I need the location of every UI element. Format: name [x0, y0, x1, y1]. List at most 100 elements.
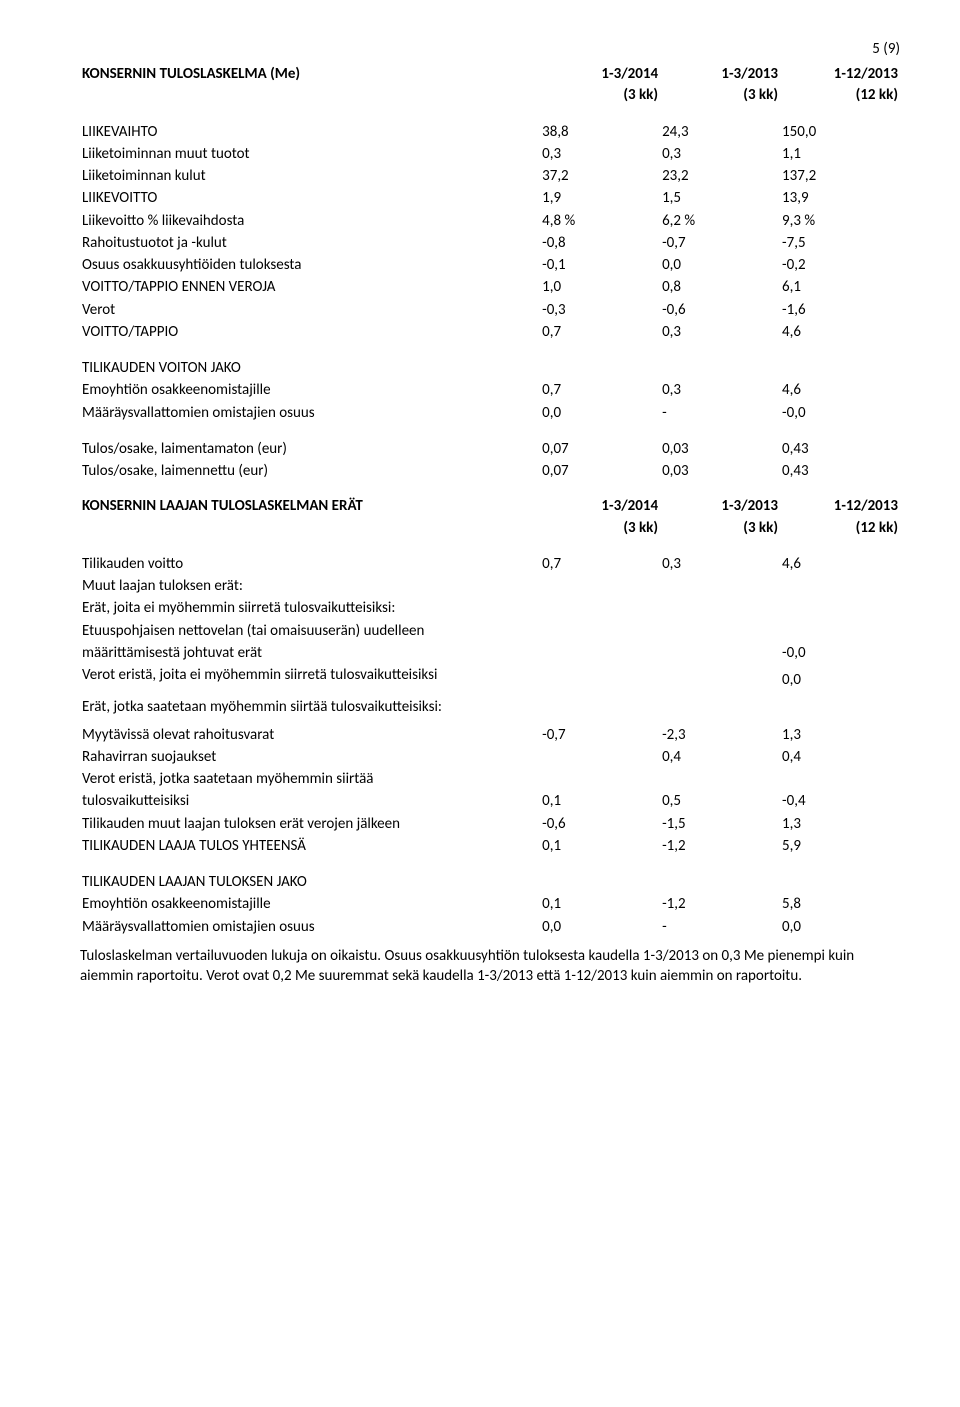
row-val: -0,8 [540, 232, 660, 254]
row-val: 0,8 [660, 276, 780, 298]
row-label: Verot [80, 299, 540, 321]
row-val: 1,1 [780, 143, 900, 165]
row-val: 0,0 [540, 402, 660, 424]
section1-title: KONSERNIN TULOSLASKELMA (Me) [80, 64, 540, 85]
row-val: 1,0 [540, 276, 660, 298]
table-row: Liikevoitto % liikevaihdosta 4,8 % 6,2 %… [80, 210, 900, 232]
row-val: 1,9 [540, 187, 660, 209]
row-val: -0,6 [540, 813, 660, 835]
row-val: 0,7 [540, 379, 660, 401]
table-row: Tulos/osake, laimentamaton (eur) 0,07 0,… [80, 438, 900, 460]
table-row: Tulos/osake, laimennettu (eur) 0,07 0,03… [80, 460, 900, 482]
table-row: Rahoitustuotot ja -kulut -0,8 -0,7 -7,5 [80, 232, 900, 254]
table-row: Tilikauden muut laajan tuloksen erät ver… [80, 813, 900, 835]
row-val: 4,6 [780, 379, 900, 401]
col-sub-1b: (3 kk) [540, 518, 660, 539]
row-val: 23,2 [660, 165, 780, 187]
row-val: 37,2 [540, 165, 660, 187]
row-label: Etuuspohjaisen nettovelan (tai omaisuuse… [80, 620, 540, 642]
table-row: Erät, jotka saatetaan myöhemmin siirtää … [80, 696, 900, 718]
row-val: 0,4 [660, 746, 780, 768]
row-val: 0,7 [540, 553, 660, 575]
table-row: Määräysvallattomien omistajien osuus 0,0… [80, 916, 900, 938]
table-row: Osuus osakkuusyhtiöiden tuloksesta -0,1 … [80, 254, 900, 276]
row-val: -0,2 [780, 254, 900, 276]
row-label: Rahavirran suojaukset [80, 746, 540, 768]
table-row: Myytävissä olevat rahoitusvarat -0,7 -2,… [80, 719, 900, 746]
col-hdr-1: 1-3/2014 [540, 64, 660, 85]
col-hdr-1b: 1-3/2014 [540, 496, 660, 517]
row-val: -0,7 [660, 232, 780, 254]
table-row: Rahavirran suojaukset 0,4 0,4 [80, 746, 900, 768]
page-number: 5 (9) [80, 40, 900, 58]
table-row: Verot -0,3 -0,6 -1,6 [80, 299, 900, 321]
income-statement-table: KONSERNIN TULOSLASKELMA (Me) 1-3/2014 1-… [80, 64, 900, 938]
row-val [540, 746, 660, 768]
table-row: Emoyhtiön osakkeenomistajille 0,1 -1,2 5… [80, 893, 900, 915]
row-val: 4,6 [780, 321, 900, 343]
row-label: Tulos/osake, laimentamaton (eur) [80, 438, 540, 460]
table-row: Määräysvallattomien omistajien osuus 0,0… [80, 402, 900, 424]
row-val: - [660, 402, 780, 424]
row-label: Liikevoitto % liikevaihdosta [80, 210, 540, 232]
table-row: Etuuspohjaisen nettovelan (tai omaisuuse… [80, 620, 900, 642]
table-row: tulosvaikutteisiksi 0,1 0,5 -0,4 [80, 790, 900, 812]
row-val: 4,6 [780, 553, 900, 575]
row-val: -1,2 [660, 835, 780, 857]
row-val: 1,3 [780, 813, 900, 835]
row-label: tulosvaikutteisiksi [80, 790, 540, 812]
footer-note: Tuloslaskelman vertailuvuoden lukuja on … [80, 946, 900, 987]
table-row: LIIKEVAIHTO 38,8 24,3 150,0 [80, 121, 900, 143]
row-val: 0,3 [660, 321, 780, 343]
row-label: Määräysvallattomien omistajien osuus [80, 916, 540, 938]
row-val: 0,0 [660, 254, 780, 276]
row-label: Liiketoiminnan muut tuotot [80, 143, 540, 165]
row-label: Tulos/osake, laimennettu (eur) [80, 460, 540, 482]
row-val: 0,1 [540, 835, 660, 857]
col-sub-2: (3 kk) [660, 85, 780, 106]
table-row: Erät, joita ei myöhemmin siirretä tulosv… [80, 597, 900, 619]
col-sub-3: (12 kk) [780, 85, 900, 106]
table-row: Tilikauden voitto 0,7 0,3 4,6 [80, 553, 900, 575]
row-label: Rahoitustuotot ja -kulut [80, 232, 540, 254]
row-label: TILIKAUDEN LAAJA TULOS YHTEENSÄ [80, 835, 540, 857]
row-val: 5,8 [780, 893, 900, 915]
row-val: -2,3 [660, 719, 780, 746]
row-val: 24,3 [660, 121, 780, 143]
table-row: VOITTO/TAPPIO 0,7 0,3 4,6 [80, 321, 900, 343]
row-val: - [660, 916, 780, 938]
subheader: Erät, jotka saatetaan myöhemmin siirtää … [80, 696, 540, 718]
row-label: Määräysvallattomien omistajien osuus [80, 402, 540, 424]
row-val: 137,2 [780, 165, 900, 187]
row-label: Tilikauden muut laajan tuloksen erät ver… [80, 813, 540, 835]
row-label: määrittämisestä johtuvat erät [80, 642, 540, 664]
row-val: 0,3 [540, 143, 660, 165]
col-hdr-2: 1-3/2013 [660, 64, 780, 85]
table-row: TILIKAUDEN LAAJAN TULOKSEN JAKO [80, 871, 900, 893]
row-val: 0,07 [540, 460, 660, 482]
col-hdr-3b: 1-12/2013 [780, 496, 900, 517]
row-val: 0,3 [660, 553, 780, 575]
row-val: 0,0 [780, 664, 900, 696]
table-row: Verot eristä, jotka saatetaan myöhemmin … [80, 768, 900, 790]
col-sub-3b: (12 kk) [780, 518, 900, 539]
row-val: -1,2 [660, 893, 780, 915]
row-val: -0,7 [540, 719, 660, 746]
row-label: Myytävissä olevat rahoitusvarat [80, 719, 540, 746]
row-val: 0,07 [540, 438, 660, 460]
row-val: -1,6 [780, 299, 900, 321]
table-row: VOITTO/TAPPIO ENNEN VEROJA 1,0 0,8 6,1 [80, 276, 900, 298]
row-val: 0,0 [540, 916, 660, 938]
row-val: 150,0 [780, 121, 900, 143]
row-val: 1,3 [780, 719, 900, 746]
table-row: määrittämisestä johtuvat erät -0,0 [80, 642, 900, 664]
row-val: -7,5 [780, 232, 900, 254]
row-val: -0,0 [780, 402, 900, 424]
table-row: TILIKAUDEN LAAJA TULOS YHTEENSÄ 0,1 -1,2… [80, 835, 900, 857]
row-label: Emoyhtiön osakkeenomistajille [80, 893, 540, 915]
row-val: -0,6 [660, 299, 780, 321]
subheader: Muut laajan tuloksen erät: [80, 575, 540, 597]
row-val: 4,8 % [540, 210, 660, 232]
row-val: 13,9 [780, 187, 900, 209]
row-label: Osuus osakkuusyhtiöiden tuloksesta [80, 254, 540, 276]
